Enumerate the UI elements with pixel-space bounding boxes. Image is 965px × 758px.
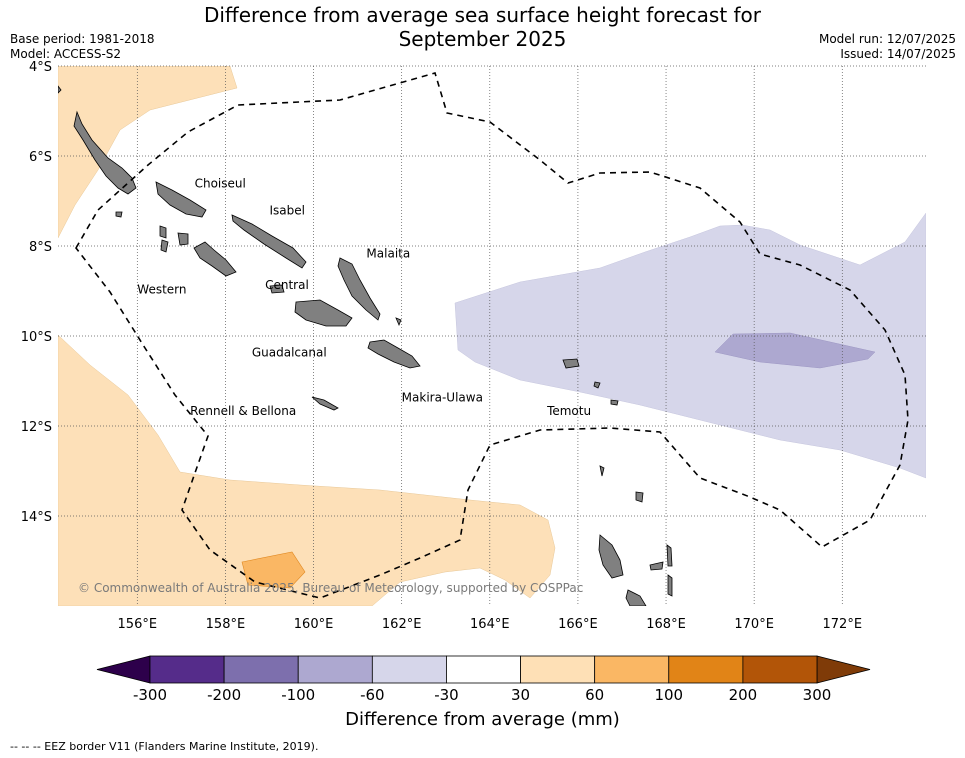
island-banks bbox=[635, 491, 644, 503]
island-torres bbox=[599, 465, 605, 477]
province-label: Western bbox=[137, 282, 186, 296]
colorbar-tick-label: -200 bbox=[207, 686, 241, 704]
island-kolombangara bbox=[177, 232, 189, 246]
island-ambae bbox=[649, 561, 664, 571]
copyright-notice: © Commonwealth of Australia 2025, Bureau… bbox=[78, 581, 583, 595]
lat-tick-label: 4°S bbox=[29, 60, 52, 75]
colorbar: -300 -200 -100 -60 -30 30 60 100 200 300 bbox=[96, 655, 871, 704]
map-title: Difference from average sea surface heig… bbox=[0, 3, 965, 51]
island-small-west bbox=[58, 85, 62, 94]
island-makira bbox=[367, 339, 421, 369]
meta-left: Base period: 1981-2018 Model: ACCESS-S2 bbox=[10, 32, 155, 62]
anomaly-positive-region-north-west bbox=[58, 66, 238, 239]
anomaly-negative-region bbox=[454, 212, 926, 479]
model-run-label: Model run: 12/07/2025 bbox=[818, 32, 956, 46]
title-line-1: Difference from average sea surface heig… bbox=[203, 3, 762, 27]
colorbar-swatch bbox=[223, 655, 299, 684]
island-guadalcanal bbox=[294, 299, 353, 327]
island-vanikoro bbox=[610, 399, 619, 406]
island-choiseul bbox=[155, 181, 207, 218]
lon-tick-label: 162°E bbox=[382, 617, 422, 632]
province-label: Temotu bbox=[546, 404, 591, 418]
island-maewo bbox=[666, 544, 673, 567]
colorbar-tick-label: -100 bbox=[281, 686, 315, 704]
island-espiritu-santo bbox=[598, 534, 624, 579]
island-ulawa bbox=[395, 317, 402, 327]
anomaly-minus-100-region bbox=[714, 332, 876, 369]
colorbar-swatch bbox=[742, 655, 818, 684]
island-pentecost bbox=[667, 574, 673, 597]
lon-tick-label: 164°E bbox=[470, 617, 510, 632]
lat-tick-label: 8°S bbox=[29, 240, 52, 255]
lon-tick-label: 168°E bbox=[646, 617, 686, 632]
province-label: Central bbox=[265, 278, 309, 292]
axis-tick-labels: 4°S 6°S 8°S 10°S 12°S 14°S 156°E 158°E 160°E 162°… bbox=[21, 60, 862, 632]
colorbar-swatch bbox=[371, 655, 447, 684]
colorbar-tick-label: -60 bbox=[360, 686, 385, 704]
island-bougainville bbox=[73, 110, 137, 195]
island-new-georgia bbox=[193, 241, 237, 277]
lat-tick-label: 10°S bbox=[21, 330, 52, 345]
colorbar-tick-label: 100 bbox=[654, 686, 683, 704]
island-santa-cruz bbox=[562, 358, 580, 369]
island-central-islands bbox=[269, 284, 285, 294]
lon-tick-label: 172°E bbox=[823, 617, 863, 632]
colorbar-tick-label: -30 bbox=[434, 686, 459, 704]
anomaly-positive-region-south-west bbox=[58, 334, 556, 606]
colorbar-swatch bbox=[668, 655, 744, 684]
anomaly-layer bbox=[58, 66, 926, 606]
lat-tick-label: 6°S bbox=[29, 150, 52, 165]
island-rennell bbox=[311, 396, 339, 411]
province-label: Makira-Ulawa bbox=[402, 390, 483, 404]
lon-tick-label: 170°E bbox=[734, 617, 774, 632]
eez-legend-note: -- -- -- EEZ border V11 (Flanders Marine… bbox=[10, 740, 319, 753]
province-labels: Choiseul Isabel Malaita Western Central Guada… bbox=[137, 177, 591, 418]
colorbar-swatch bbox=[520, 655, 596, 684]
colorbar-tick-label: 200 bbox=[729, 686, 758, 704]
province-label: Malaita bbox=[366, 246, 410, 260]
issued-label: Issued: 14/07/2025 bbox=[840, 47, 956, 61]
island-utupua bbox=[593, 381, 601, 389]
colorbar-swatch bbox=[149, 655, 225, 684]
island-ranongga bbox=[160, 239, 169, 253]
meta-right: Model run: 12/07/2025 Issued: 14/07/2025 bbox=[819, 32, 956, 62]
colorbar-swatch bbox=[297, 655, 373, 684]
province-label: Choiseul bbox=[195, 177, 246, 191]
colorbar-tick-label: 30 bbox=[511, 686, 530, 704]
lon-tick-label: 156°E bbox=[118, 617, 158, 632]
colorbar-over-extension bbox=[816, 655, 871, 684]
colorbar-tick-label: 60 bbox=[585, 686, 604, 704]
province-label: Rennell & Bellona bbox=[190, 404, 296, 418]
lat-tick-label: 12°S bbox=[21, 420, 52, 435]
lon-tick-label: 158°E bbox=[206, 617, 246, 632]
colorbar-swatch bbox=[446, 655, 521, 684]
eez-border bbox=[75, 72, 909, 599]
colorbar-tick-label: 300 bbox=[803, 686, 832, 704]
island-malaita bbox=[337, 257, 381, 321]
anomaly-100-region bbox=[241, 551, 306, 589]
colorbar-tick-label: -300 bbox=[133, 686, 167, 704]
province-label: Guadalcanal bbox=[252, 345, 327, 359]
province-label: Isabel bbox=[269, 204, 304, 218]
island-shortlands bbox=[115, 211, 123, 218]
colorbar-swatch bbox=[594, 655, 670, 684]
lon-tick-label: 160°E bbox=[294, 617, 334, 632]
base-period-label: Base period: 1981-2018 bbox=[10, 32, 155, 46]
island-malakula bbox=[625, 589, 647, 606]
title-line-2: September 2025 bbox=[398, 27, 567, 51]
colorbar-under-extension bbox=[96, 655, 151, 684]
model-label: Model: ACCESS-S2 bbox=[10, 47, 122, 61]
lat-tick-label: 14°S bbox=[21, 510, 52, 525]
island-vella-lavella bbox=[159, 225, 167, 239]
graticule bbox=[58, 65, 926, 606]
island-isabel bbox=[231, 214, 307, 269]
land-layer bbox=[58, 85, 673, 606]
colorbar-title: Difference from average (mm) bbox=[345, 709, 620, 730]
lon-tick-label: 166°E bbox=[558, 617, 598, 632]
